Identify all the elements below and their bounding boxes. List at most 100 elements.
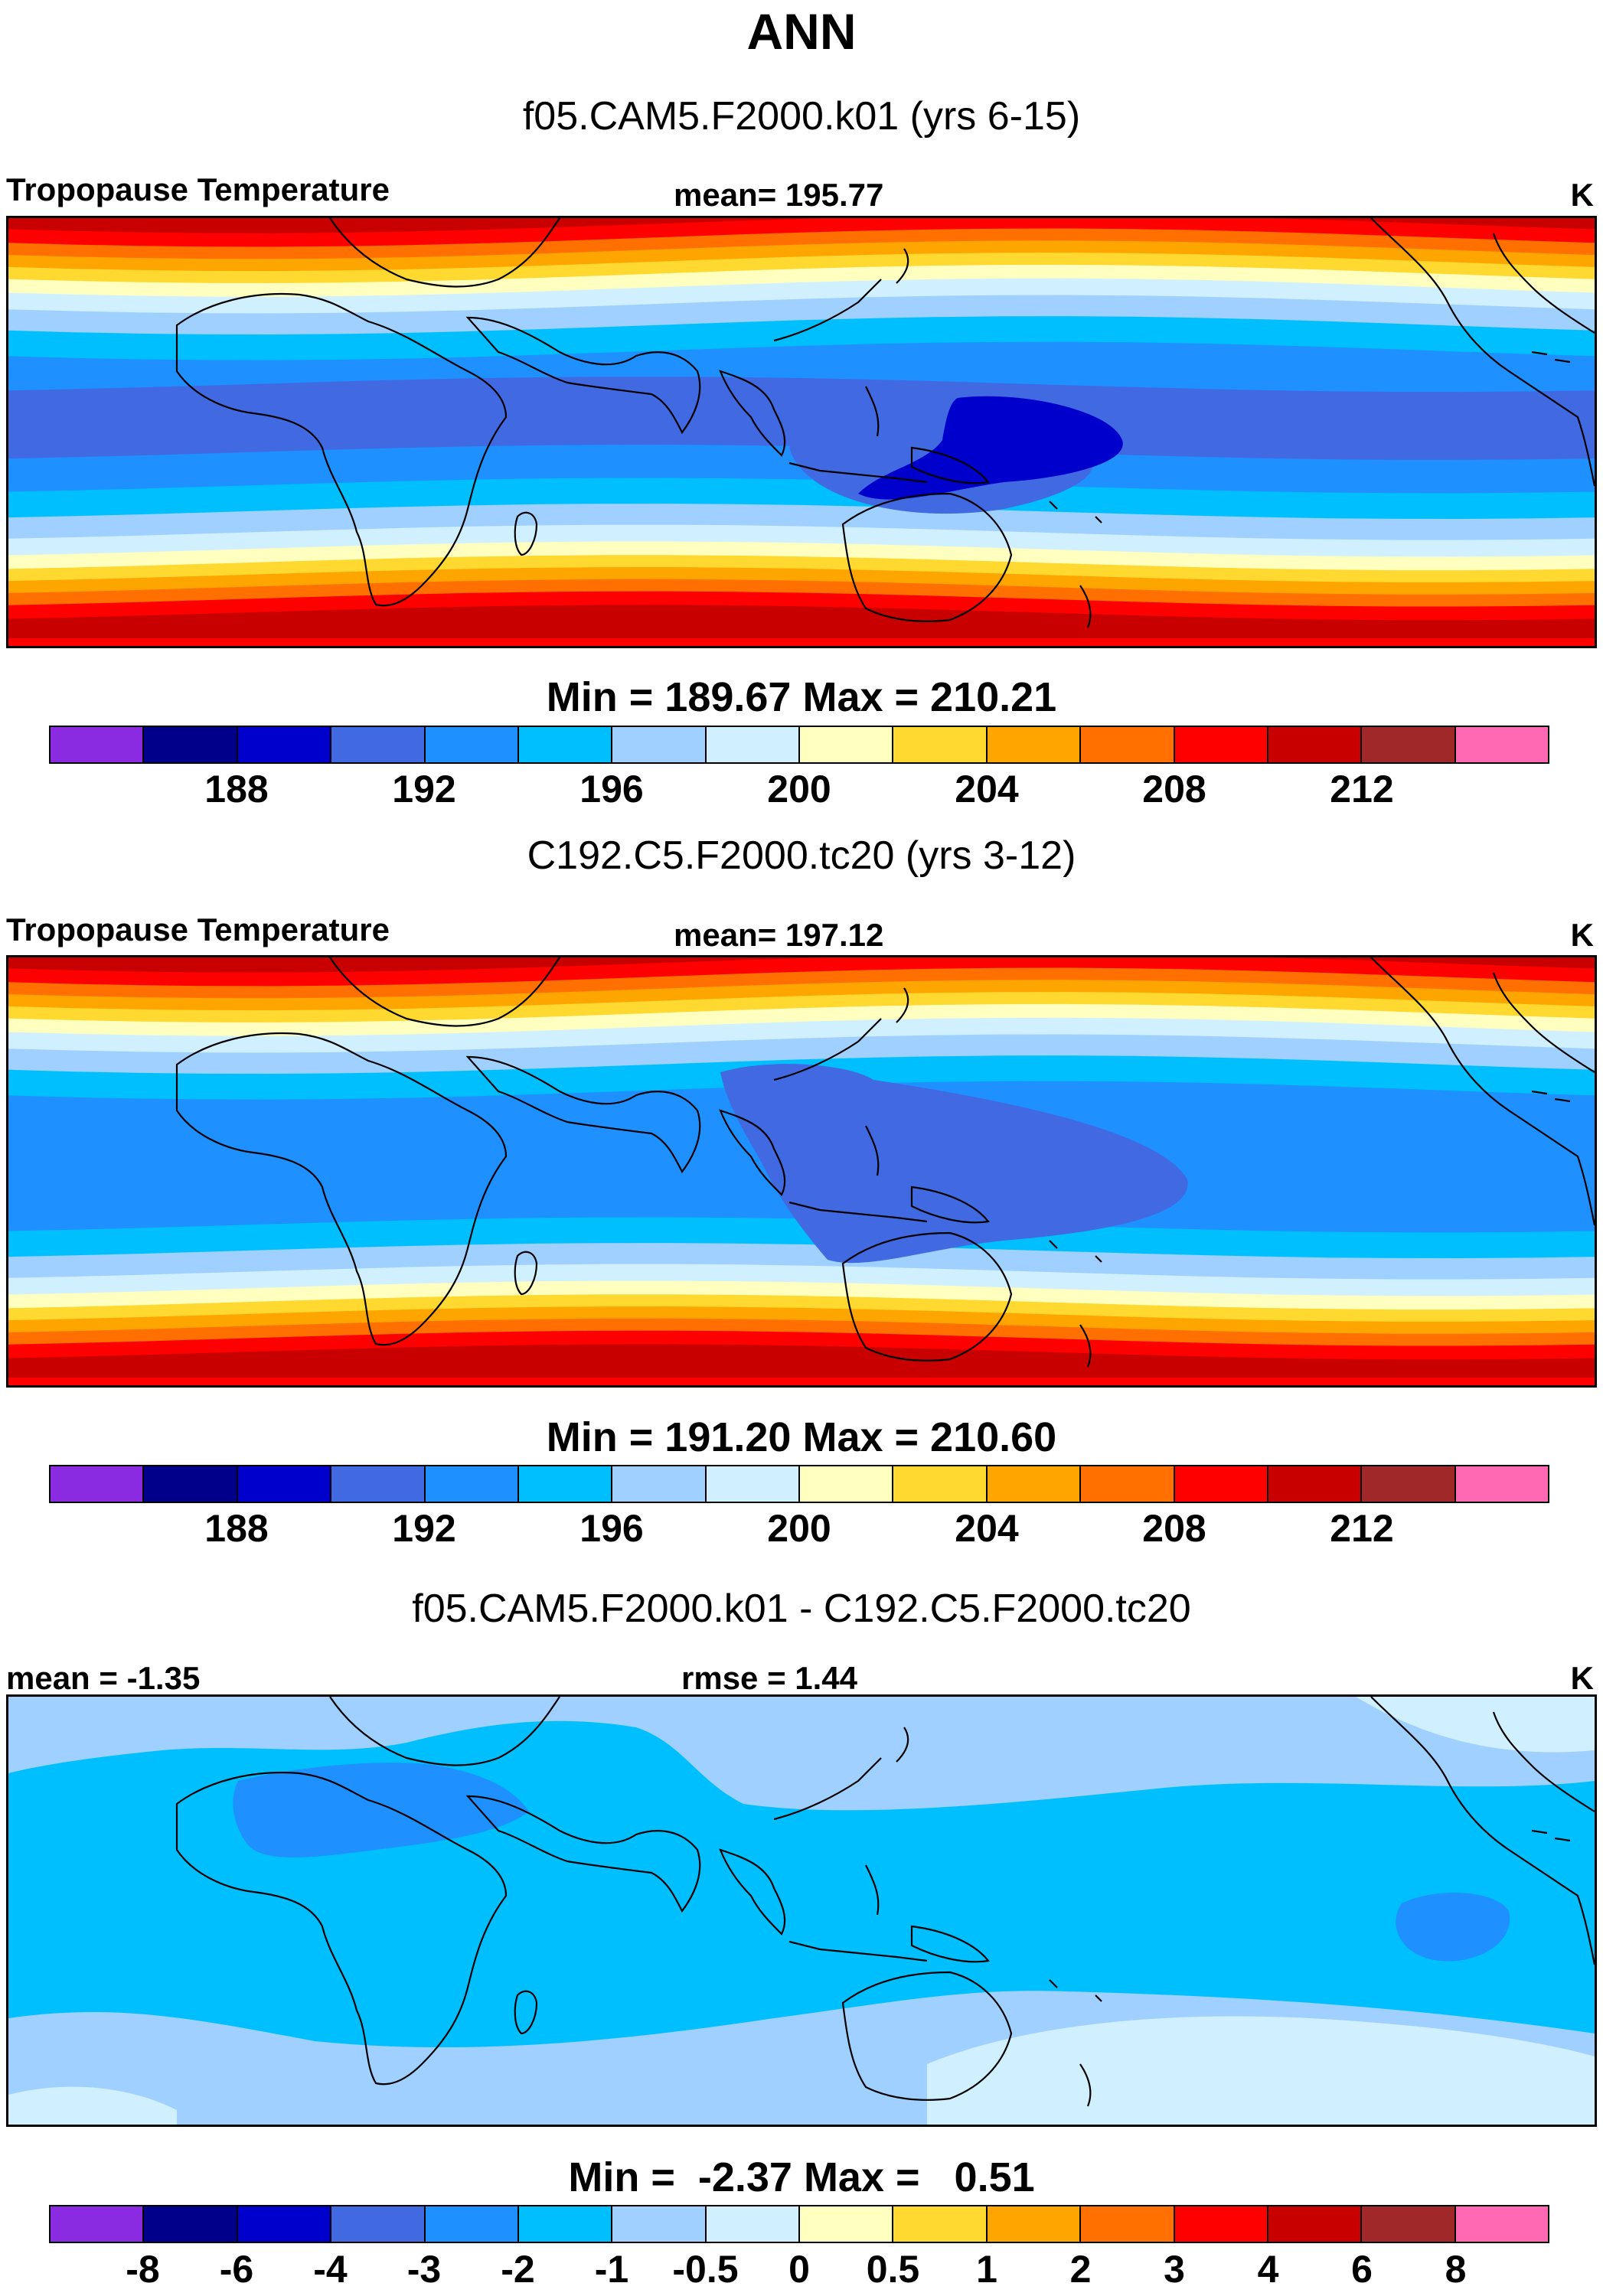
colorbar-cell (1455, 1466, 1548, 1502)
coastline (910, 1186, 991, 1224)
colorbar-tick-label: 3 (1164, 2248, 1185, 2291)
colorbar-tick-label: 188 (204, 768, 269, 810)
panel3-map (6, 1694, 1597, 2127)
colorbar-cell (331, 1466, 426, 1502)
panel3-africa-darker (233, 1763, 529, 1857)
panel3-southwest-pale (8, 2086, 177, 2125)
colorbar-tick-label: -4 (313, 2248, 348, 2291)
coastline (896, 987, 909, 1023)
colorbar-tick-label: 196 (579, 768, 644, 810)
colorbar-tick-label: 1 (976, 2248, 997, 2291)
coastline (719, 1109, 786, 1196)
colorbar-cell (1081, 2206, 1175, 2242)
coastline (1079, 1324, 1092, 1368)
coastline (773, 279, 882, 342)
colorbar-tick-label: -0.5 (672, 2248, 739, 2291)
colorbar-cell (1268, 2206, 1363, 2242)
colorbar-cell (144, 727, 238, 762)
colorbar-cell (987, 727, 1082, 762)
coastline (719, 1848, 786, 1936)
colorbar-tick-label: 2 (1069, 2248, 1092, 2291)
colorbar-tick-label: 192 (392, 768, 456, 810)
panel1-bands (8, 218, 1595, 646)
panel1-map (6, 216, 1597, 648)
colorbar-tick-label: 192 (392, 1507, 456, 1550)
coastline (1079, 2063, 1092, 2107)
panel3-south-pale (927, 2016, 1595, 2125)
colorbar-cell (1081, 1466, 1175, 1502)
coastline (1049, 501, 1102, 523)
panel1-colorbar (49, 726, 1549, 764)
coastline (788, 1940, 928, 1962)
panel3-pacific-darker (1396, 1893, 1510, 1962)
colorbar-cell (1268, 1466, 1363, 1502)
colorbar-cell (518, 727, 613, 762)
panel3-minmax: Min = -2.37 Max = 0.51 (568, 2154, 1035, 2200)
colorbar-cell (1455, 727, 1548, 762)
panel3-colorbar-ticks: -8 -6 -4 -3 -2 -1 -0.5 0 0.5 1 2 3 4 6 8 (0, 2247, 1603, 2293)
colorbar-tick-label: 208 (1142, 768, 1206, 810)
colorbar-cell (144, 2206, 238, 2242)
colorbar-cell (237, 2206, 332, 2242)
colorbar-cell (144, 1466, 238, 1502)
panel1-subtitle: f05.CAM5.F2000.k01 (yrs 6-15) (522, 94, 1081, 139)
coastline (910, 446, 991, 484)
coastline (865, 1125, 880, 1176)
coastline (329, 218, 560, 288)
coastline (773, 1018, 882, 1081)
colorbar-tick-label: 196 (579, 1507, 644, 1550)
colorbar-cell (1362, 1466, 1456, 1502)
temperature-band (8, 1344, 1595, 1385)
coastline (1492, 233, 1595, 334)
colorbar-tick-label: 204 (955, 1507, 1019, 1550)
colorbar-cell (987, 1466, 1082, 1502)
coastline (1370, 1697, 1595, 1965)
coastline (865, 386, 880, 437)
coastline (1492, 1711, 1595, 1812)
colorbar-cell (706, 727, 800, 762)
panel3-units: K (1570, 1660, 1594, 1696)
coastline (841, 1971, 1013, 2101)
coastline (896, 248, 909, 284)
coastline (1049, 1240, 1102, 1263)
colorbar-cell (612, 1466, 707, 1502)
coastline (910, 1925, 991, 1963)
panel3-north-pale (1356, 1697, 1595, 1753)
colorbar-tick-label: -6 (219, 2248, 254, 2291)
coastline (329, 957, 560, 1027)
coastline (841, 492, 1013, 622)
panel2-colorbar-ticks: 188 192 196 200 204 208 212 (0, 1506, 1603, 1552)
colorbar-cell (1081, 727, 1175, 762)
coastline (773, 1757, 882, 1821)
panel2-subtitle: C192.C5.F2000.tc20 (yrs 3-12) (527, 833, 1076, 878)
colorbar-cell (331, 727, 426, 762)
main-title: ANN (746, 3, 857, 60)
coastline (329, 1697, 560, 1766)
colorbar-cell (1455, 2206, 1548, 2242)
coastline (788, 461, 928, 484)
coastline (1492, 972, 1595, 1073)
colorbar-cell (51, 1466, 145, 1502)
colorbar-tick-label: 200 (767, 768, 831, 810)
colorbar-cell (893, 2206, 988, 2242)
coastline (1049, 1979, 1102, 2002)
colorbar-cell (237, 1466, 332, 1502)
colorbar-tick-label: -2 (501, 2248, 535, 2291)
panel3-north-lightband (8, 1697, 1595, 1811)
colorbar-tick-label: 188 (204, 1507, 269, 1550)
coastline (1370, 957, 1595, 1226)
colorbar-cell (331, 2206, 426, 2242)
panel2-map (6, 955, 1597, 1388)
colorbar-tick-label: -1 (594, 2248, 629, 2291)
panel2-coastlines (175, 957, 1595, 1368)
colorbar-tick-label: -8 (126, 2248, 160, 2291)
colorbar-cell (1174, 2206, 1268, 2242)
coastline (514, 1251, 538, 1296)
panel3-left-label: mean = -1.35 (6, 1660, 201, 1696)
coastline (1079, 585, 1092, 628)
south-pole-band (8, 1378, 1595, 1385)
panel1-colorbar-ticks: 188 192 196 200 204 208 212 (0, 767, 1603, 813)
coastline (465, 316, 701, 435)
panel2-units: K (1570, 917, 1594, 953)
colorbar-tick-label: 212 (1330, 1507, 1394, 1550)
